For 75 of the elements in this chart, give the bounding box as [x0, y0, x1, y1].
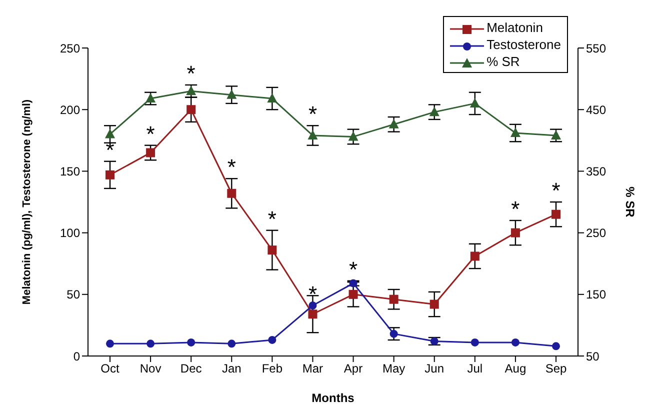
- x-tick-label: Dec: [180, 362, 202, 376]
- point: [268, 246, 277, 255]
- point: [389, 294, 398, 304]
- point: [429, 106, 440, 116]
- annotation: *: [552, 178, 561, 203]
- point: [349, 279, 358, 288]
- point: [227, 188, 236, 198]
- point: [228, 340, 236, 348]
- y-tick-label: 100: [60, 226, 80, 240]
- y2-tick-label: 50: [586, 349, 600, 364]
- y-tick-label: 250: [60, 41, 80, 56]
- x-tick-label: Jan: [222, 362, 242, 376]
- x-tick-label: Feb: [262, 362, 283, 376]
- y2-tick-label: 250: [586, 226, 606, 240]
- annotation: *: [146, 121, 156, 146]
- point: [552, 210, 560, 219]
- point: [146, 340, 155, 348]
- x-tick-label: May: [382, 362, 406, 376]
- point: [187, 338, 196, 346]
- point: [388, 118, 399, 128]
- point: [146, 148, 156, 158]
- annotation: *: [308, 281, 318, 306]
- point: [348, 131, 358, 141]
- point: [308, 301, 317, 310]
- y2-tick-label: 150: [586, 288, 606, 302]
- point: [551, 130, 561, 140]
- y-tick-label: 50: [66, 288, 80, 302]
- point: [552, 342, 560, 350]
- y-axis-title: Melatonin (pg/ml), Testosterone (ng/ml): [20, 99, 33, 305]
- y2-tick-label: 550: [586, 41, 606, 56]
- point: [510, 228, 520, 238]
- y2-axis-title: % SR: [622, 186, 637, 218]
- annotation: *: [227, 154, 236, 180]
- point: [348, 290, 358, 299]
- y-tick-label: 0: [73, 349, 80, 364]
- point: [186, 105, 196, 114]
- x-tick-label: Sep: [545, 362, 567, 376]
- point: [470, 98, 480, 108]
- x-axis-title: Months: [312, 391, 355, 405]
- x-tick-label: Oct: [100, 362, 120, 376]
- annotation: *: [511, 196, 520, 222]
- point: [146, 93, 156, 103]
- point: [390, 330, 398, 338]
- point: [106, 340, 114, 348]
- point: [105, 128, 115, 138]
- point: [511, 338, 520, 346]
- y-tick-label: 200: [60, 102, 80, 117]
- point: [470, 338, 479, 346]
- annotation: *: [308, 102, 318, 127]
- point: [430, 337, 438, 346]
- point: [308, 130, 318, 140]
- point: [268, 336, 276, 344]
- point: [308, 310, 318, 319]
- point: [106, 170, 114, 180]
- annotation: *: [348, 256, 358, 282]
- legend-label: Melatonin: [486, 19, 544, 36]
- point: [470, 252, 480, 261]
- annotation: *: [106, 137, 115, 162]
- point: [226, 89, 237, 99]
- legend-label: Testosterone: [486, 36, 561, 53]
- x-tick-label: Aug: [504, 362, 526, 376]
- x-tick-label: Apr: [344, 362, 363, 376]
- legend-label: % SR: [486, 53, 521, 70]
- point: [510, 128, 520, 138]
- point: [267, 93, 278, 103]
- y-tick-label: 150: [60, 164, 80, 178]
- x-tick-label: Jul: [467, 362, 483, 376]
- x-tick-label: Jun: [424, 362, 444, 376]
- y2-tick-label: 450: [586, 102, 606, 117]
- x-tick-label: Mar: [302, 362, 324, 376]
- annotation: *: [186, 60, 196, 86]
- y2-tick-label: 350: [586, 164, 606, 178]
- point: [430, 300, 439, 309]
- annotation: *: [268, 206, 277, 232]
- x-tick-label: Nov: [140, 362, 162, 376]
